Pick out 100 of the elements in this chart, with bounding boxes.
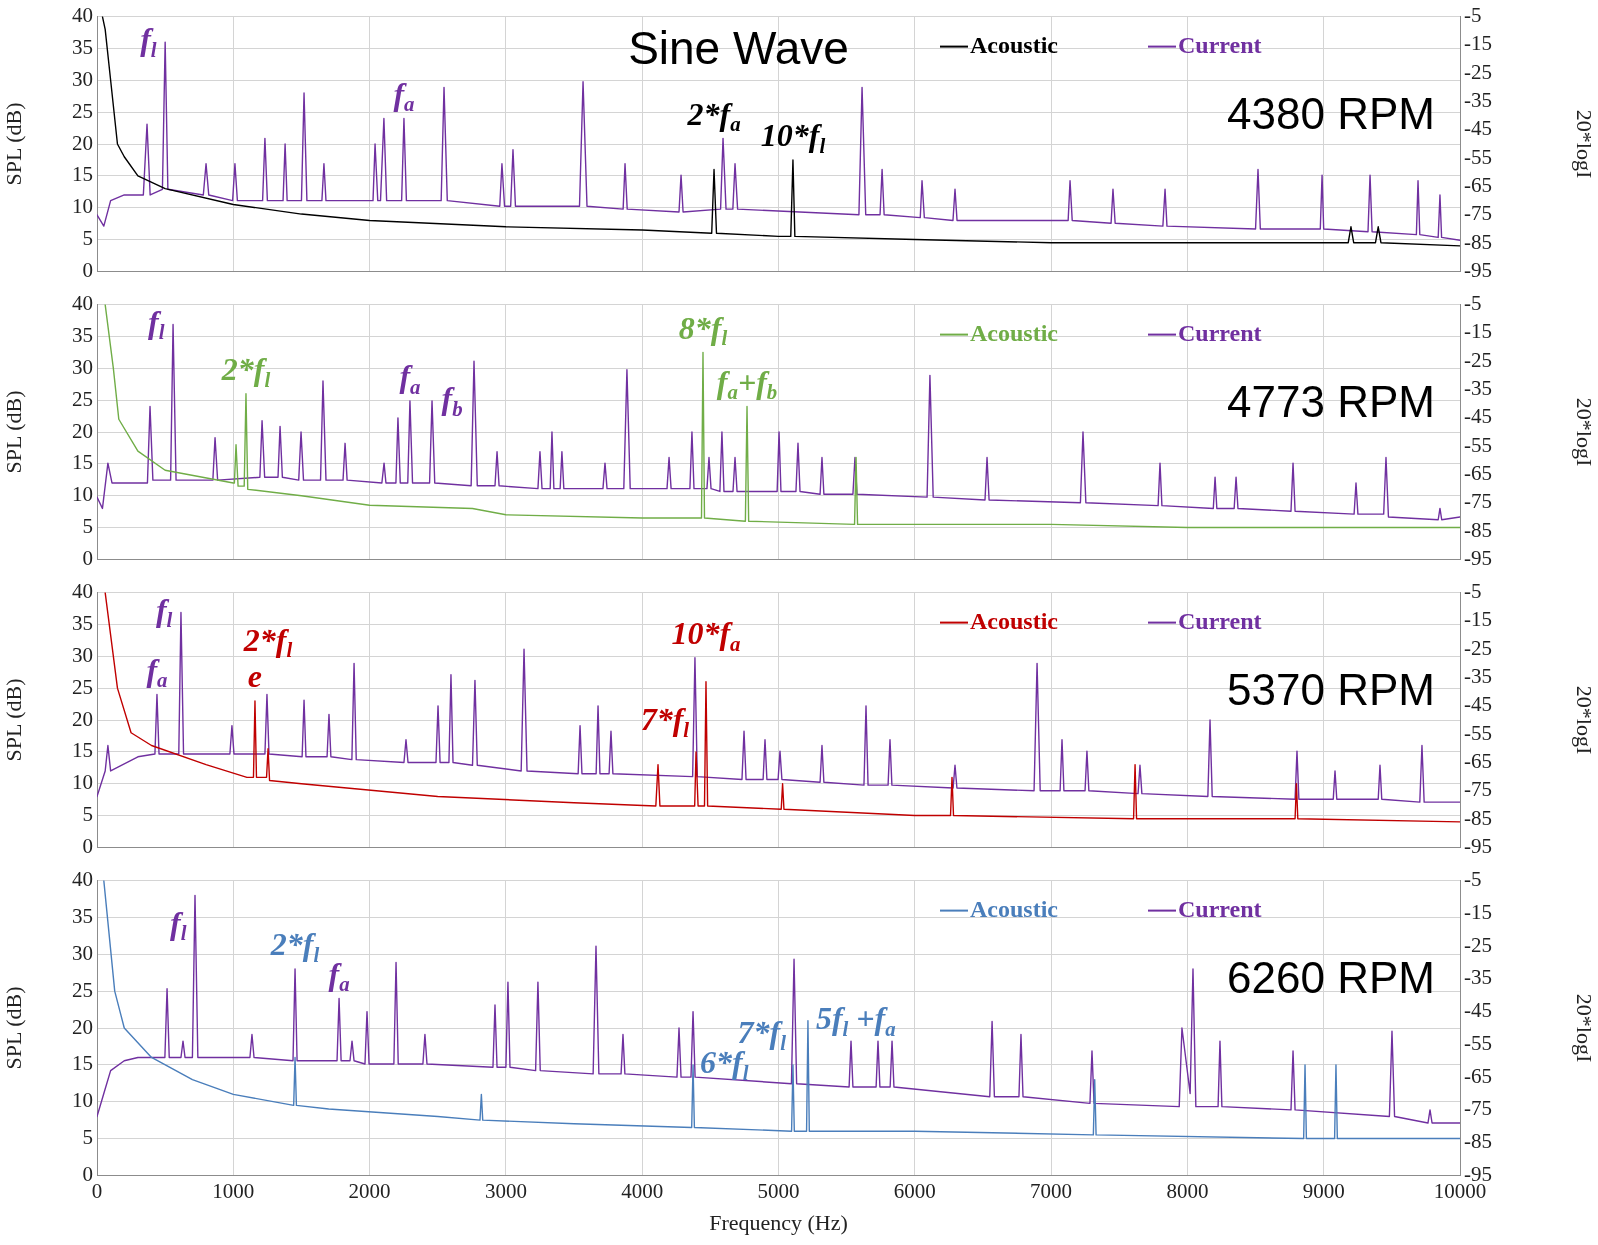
y2-tick-label: -15 [1464,899,1492,924]
legend-label: Acoustic [970,607,1059,634]
x-tick-label: 9000 [1302,1178,1345,1203]
y-tick-label: 35 [72,610,93,635]
y2-tick-label: -85 [1464,805,1492,830]
y2-tick-label: -85 [1464,1129,1492,1154]
annotation: 5370 RPM [1227,664,1436,714]
y-tick-label: 20 [72,130,93,155]
legend-label: Current [1177,319,1262,346]
y2-tick-label: -5 [1464,3,1482,28]
y-tick-label: 10 [72,482,93,507]
x-axis-title: Frequency (Hz) [709,1209,848,1235]
y-tick-label: 35 [72,903,93,928]
y2-tick-label: -45 [1464,998,1492,1023]
y2-tick-label: -15 [1464,319,1492,344]
x-tick-label: 6000 [893,1178,936,1203]
y2-tick-label: -95 [1464,545,1492,570]
y2-tick-label: -45 [1464,692,1492,717]
y2-tick-label: -65 [1464,460,1492,485]
y2-tick-label: -45 [1464,404,1492,429]
legend-label: Acoustic [970,31,1059,58]
y2-tick-label: -75 [1464,201,1492,226]
y2-tick-label: -65 [1464,1063,1492,1088]
y2-tick-label: -65 [1464,748,1492,773]
y-tick-label: 40 [72,579,93,604]
x-tick-label: 7000 [1030,1178,1073,1203]
annotation: 4380 RPM [1227,88,1436,138]
legend-label: Acoustic [970,895,1059,922]
annotation: 4773 RPM [1227,376,1436,426]
y-axis-title: SPL (dB) [0,390,26,474]
x-tick-label: 5000 [757,1178,800,1203]
y-tick-label: 25 [72,98,93,123]
y2-tick-label: -95 [1464,257,1492,282]
y2-tick-label: -25 [1464,635,1492,660]
y-tick-label: 35 [72,34,93,59]
y-tick-label: 20 [72,1014,93,1039]
y2-tick-label: -5 [1464,291,1482,316]
y-tick-label: 15 [72,738,93,763]
y2-tick-label: -45 [1464,116,1492,141]
y-tick-label: 30 [72,354,93,379]
y-tick-label: 0 [82,1161,93,1186]
y-tick-label: 5 [82,802,93,827]
x-tick-label: 1000 [212,1178,255,1203]
x-tick-label: 8000 [1166,1178,1209,1203]
legend-label: Current [1177,895,1262,922]
y-tick-label: 15 [72,1051,93,1076]
y-tick-label: 40 [72,291,93,316]
x-tick-label: 4000 [621,1178,664,1203]
y2-tick-label: -85 [1464,517,1492,542]
y-tick-label: 10 [72,770,93,795]
y2-tick-label: -75 [1464,489,1492,514]
y2-tick-label: -25 [1464,932,1492,957]
y2-tick-label: -5 [1464,867,1482,892]
y-tick-label: 20 [72,706,93,731]
y-tick-label: 25 [72,977,93,1002]
y-tick-label: 40 [72,3,93,28]
y2-tick-label: -35 [1464,88,1492,113]
y-tick-label: 0 [82,545,93,570]
y2-tick-label: -35 [1464,664,1492,689]
legend-label: Current [1177,31,1262,58]
y-tick-label: 30 [72,642,93,667]
y2-tick-label: -55 [1464,1030,1492,1055]
y2-tick-label: -15 [1464,607,1492,632]
x-tick-label: 3000 [484,1178,527,1203]
y2-tick-label: -25 [1464,347,1492,372]
chart-title: Sine Wave [628,22,849,75]
y-tick-label: 5 [82,514,93,539]
annotation: 6260 RPM [1227,952,1436,1002]
y2-tick-label: -35 [1464,965,1492,990]
y-tick-label: 25 [72,386,93,411]
y2-tick-label: -85 [1464,229,1492,254]
y2-tick-label: -35 [1464,376,1492,401]
y2-tick-label: -5 [1464,579,1482,604]
y-tick-label: 35 [72,322,93,347]
y2-tick-label: -65 [1464,172,1492,197]
y2-axis-title: 20*logI [1572,993,1598,1063]
y-tick-label: 30 [72,66,93,91]
y-tick-label: 5 [82,226,93,251]
y-tick-label: 5 [82,1125,93,1150]
y-tick-label: 0 [82,833,93,858]
y2-axis-title: 20*logI [1572,685,1598,755]
y-tick-label: 15 [72,450,93,475]
y-tick-label: 20 [72,418,93,443]
y-tick-label: 15 [72,162,93,187]
legend-label: Current [1177,607,1262,634]
y2-tick-label: -25 [1464,59,1492,84]
y-axis-title: SPL (dB) [0,986,26,1070]
y2-tick-label: -75 [1464,1096,1492,1121]
y-tick-label: 10 [72,1088,93,1113]
y-tick-label: 0 [82,257,93,282]
y-axis-title: SPL (dB) [0,678,26,762]
annotation: e [247,658,263,695]
y2-tick-label: -95 [1464,833,1492,858]
y2-tick-label: -55 [1464,144,1492,169]
y2-axis-title: 20*logI [1572,109,1598,179]
legend-label: Acoustic [970,319,1059,346]
y2-tick-label: -55 [1464,720,1492,745]
y2-tick-label: -15 [1464,31,1492,56]
y2-tick-label: -75 [1464,777,1492,802]
x-tick-label: 2000 [348,1178,391,1203]
